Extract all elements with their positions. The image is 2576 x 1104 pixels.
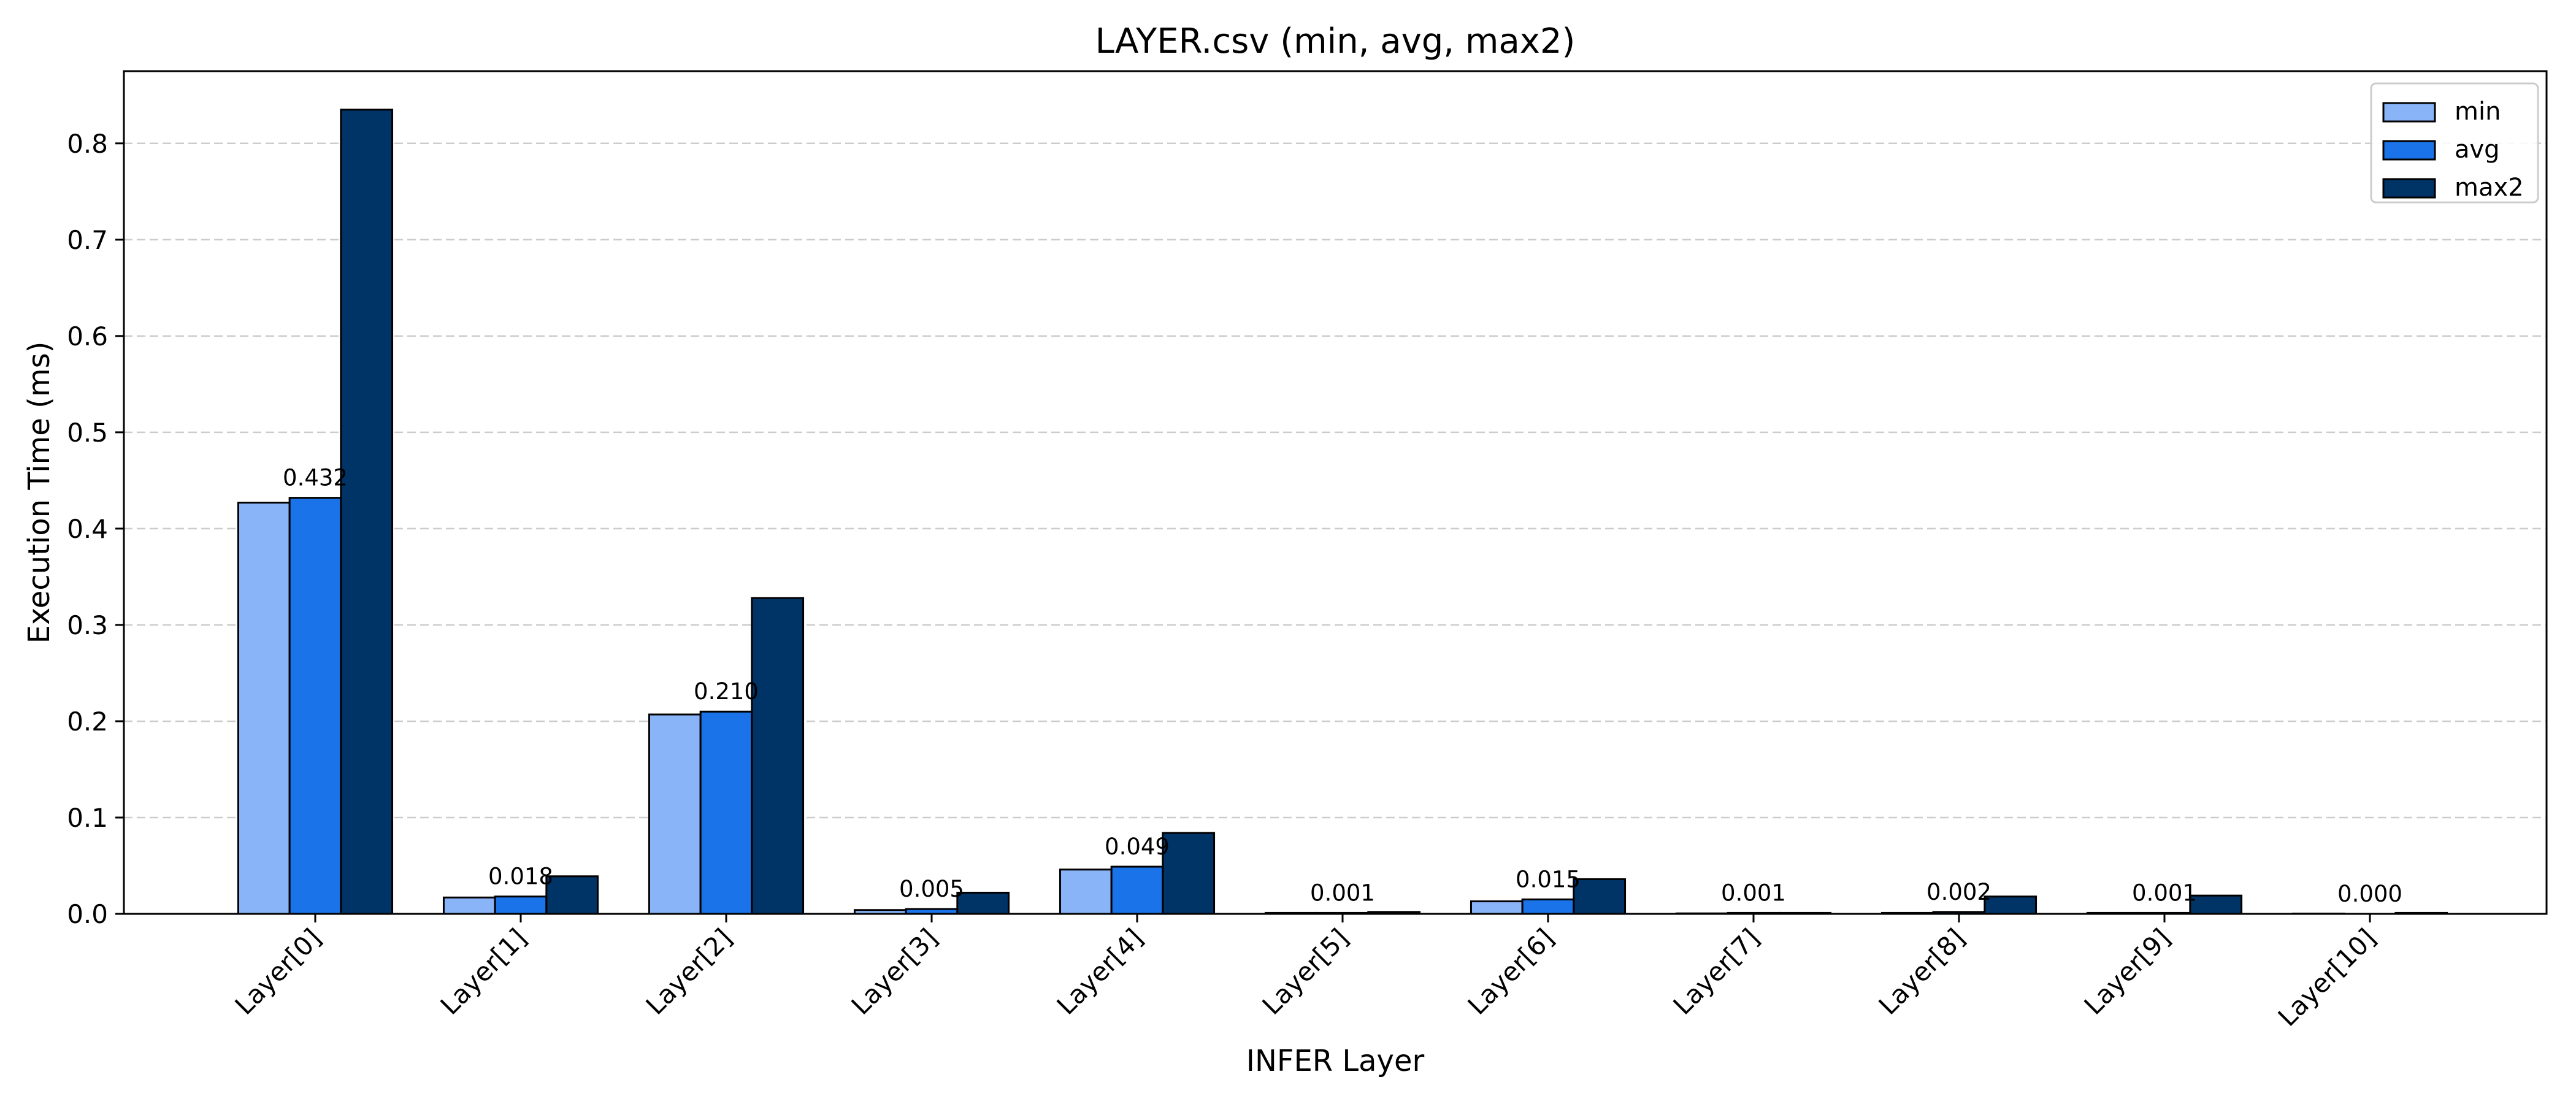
bar-max2 [2189,894,2243,915]
y-tick-label: 0.7 [67,225,108,255]
bar-max2 [1984,895,2037,915]
data-label: 0.005 [899,876,964,902]
bar-max2 [1573,878,1627,915]
data-label: 0.002 [1926,879,1991,905]
bar-avg [1110,865,1164,915]
bar-max2 [340,109,394,915]
legend-swatch-min [2382,102,2436,123]
legend-label-max2: max2 [2455,174,2524,202]
bar-avg [1521,898,1575,915]
bar-avg [288,497,342,915]
data-label: 0.049 [1105,834,1170,860]
bar-avg [494,895,548,915]
y-tick-label: 0.5 [67,418,108,448]
bar-min [648,713,702,915]
legend-label-min: min [2455,98,2501,126]
legend-swatch-avg [2382,140,2436,161]
data-labels: 0.432 0.018 0.210 0.005 0.049 0.001 0.015 0.001… [283,465,2402,907]
data-label: 0.000 [2337,881,2402,907]
data-label: 0.001 [1310,880,1375,906]
grid-lines [124,142,2547,819]
y-tick-label: 0.2 [67,707,108,737]
bar-max2 [956,891,1010,915]
bar-min [442,896,496,915]
bar-avg [699,710,753,915]
bar-max2 [751,597,805,915]
data-label: 0.001 [2132,880,2197,906]
y-tick-label: 0.4 [67,514,108,544]
chart-title: LAYER.csv (min, avg, max2) [1095,21,1576,61]
y-axis: 0.0 0.1 0.2 0.3 0.4 0.5 0.6 0.7 0.8 [67,129,124,929]
bar-max2 [1162,832,1216,915]
data-label: 0.018 [488,864,553,890]
legend-swatch-max2 [2382,178,2436,199]
y-axis-title: Execution Time (ms) [22,342,56,644]
data-label: 0.015 [1516,866,1581,892]
plot-frame [123,70,2548,915]
data-label: 0.001 [1721,880,1786,906]
bar-min [237,501,291,915]
bar-max2 [545,875,599,915]
x-axis-title: INFER Layer [1246,1044,1425,1078]
bar-min [1059,868,1113,915]
y-tick-label: 0.3 [67,610,108,640]
y-tick-label: 0.8 [67,129,108,159]
y-tick-label: 0.1 [67,803,108,833]
legend: min avg max2 [2370,82,2539,204]
data-label: 0.210 [694,678,759,705]
y-tick-label: 0.0 [67,899,108,929]
bar-min [1470,900,1524,915]
y-tick-label: 0.6 [67,321,108,351]
legend-label-avg: avg [2455,136,2500,164]
data-label: 0.432 [283,465,348,491]
